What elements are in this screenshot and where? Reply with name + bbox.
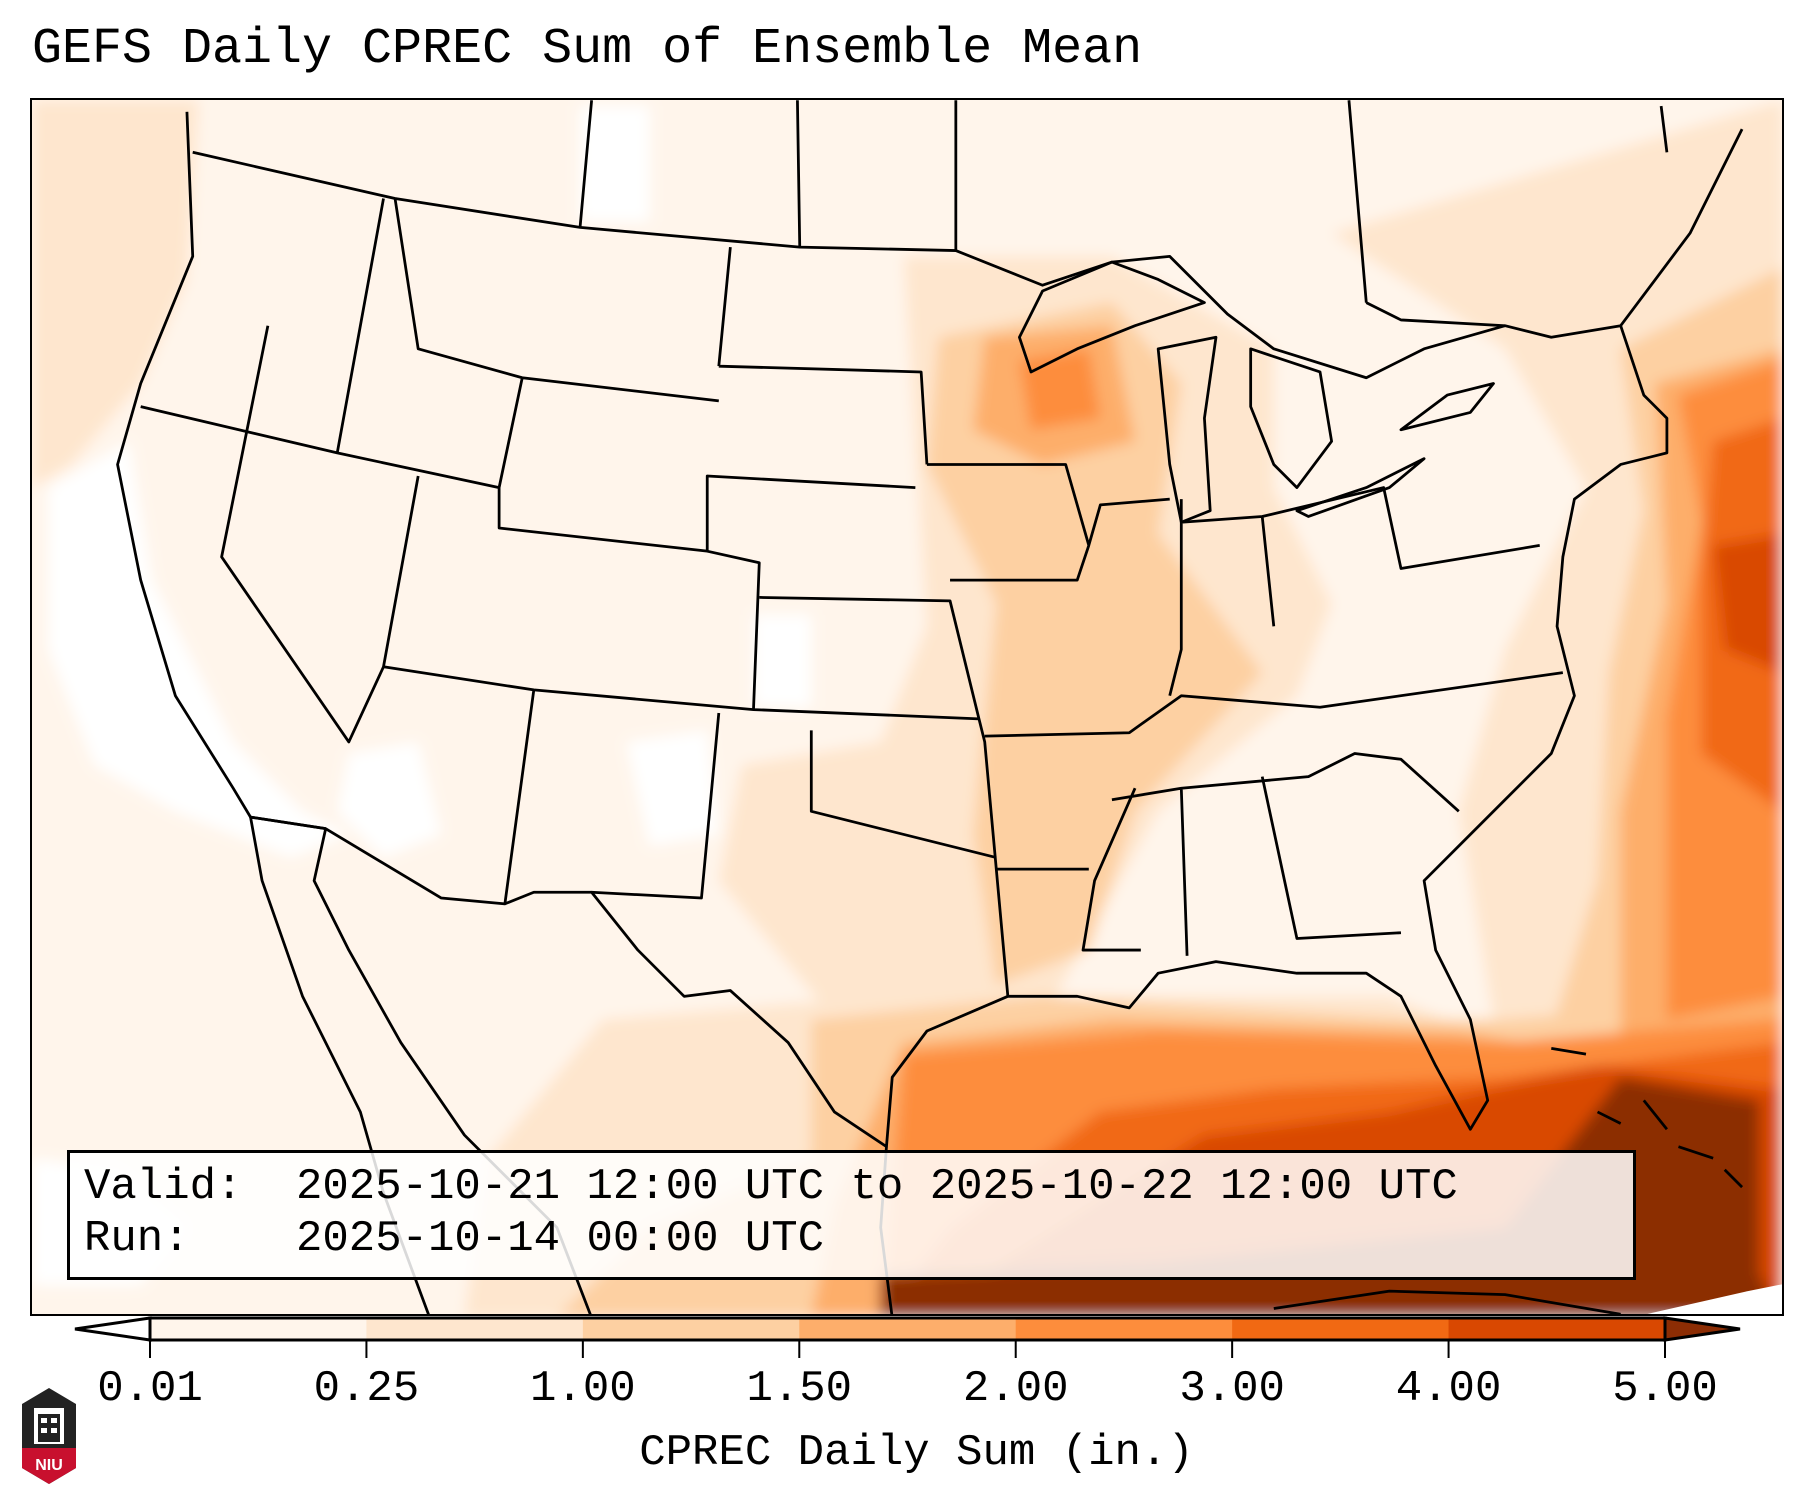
precip-field: [32, 100, 1782, 1314]
info-box: Valid: 2025-10-21 12:00 UTC to 2025-10-22…: [67, 1150, 1636, 1280]
precip-white-wy: [580, 106, 650, 222]
canada-internal: [578, 100, 1669, 328]
run-row: Run: 2025-10-14 00:00 UTC: [84, 1213, 1619, 1265]
mexico-border: [249, 815, 894, 1314]
precipitation-map: [30, 98, 1784, 1316]
colorbar-segment: [1015, 1318, 1233, 1340]
valid-value: 2025-10-21 12:00 UTC to 2025-10-22 12:00…: [296, 1162, 1458, 1212]
precip-white-ks: [753, 614, 812, 708]
precip-4-5-east: [1713, 533, 1782, 673]
colorbar-tick-label: 0.25: [313, 1364, 420, 1414]
run-value: 2025-10-14 00:00 UTC: [296, 1214, 825, 1264]
colorbar-label: CPREC Daily Sum (in.): [639, 1428, 1194, 1478]
colorbar-segment: [582, 1318, 800, 1340]
colorbar-segment: [1448, 1318, 1666, 1340]
state-lines-central: [759, 463, 1564, 997]
map-corner-blank: [1647, 1284, 1782, 1314]
colorbar-under-extension: [74, 1316, 152, 1342]
valid-label: Valid:: [84, 1162, 243, 1212]
precip-white-sw: [337, 741, 442, 858]
colorbar-over-extension: [1663, 1316, 1741, 1342]
colorbar-tick-label: 5.00: [1612, 1364, 1718, 1414]
precip-mod-midwest: [926, 302, 1263, 985]
colorbar-tick-label: 4.00: [1395, 1364, 1502, 1414]
colorbar-tick-label: 1.00: [530, 1364, 636, 1414]
colorbar-tick-label: 0.01: [97, 1364, 203, 1414]
chart-title: GEFS Daily CPREC Sum of Ensemble Mean: [32, 21, 1143, 78]
colorbar-segment: [799, 1318, 1017, 1340]
boundaries: [116, 100, 1744, 1314]
colorbar-tick-label: 3.00: [1179, 1364, 1285, 1414]
great-lakes: [1018, 260, 1495, 524]
precip-white-ca: [48, 441, 349, 858]
map-svg: [32, 100, 1782, 1314]
valid-row: Valid: 2025-10-21 12:00 UTC to 2025-10-22…: [84, 1161, 1619, 1213]
precip-2-3-wi: [1019, 348, 1101, 430]
run-label: Run:: [84, 1214, 190, 1264]
colorbar-outline: [148, 1316, 1667, 1342]
state-lines-west: [140, 198, 980, 905]
precip-light-pnw: [32, 100, 199, 488]
colorbar-segment: [1232, 1318, 1450, 1340]
colorbar: [74, 1316, 1741, 1358]
colorbar-segment: [150, 1318, 367, 1340]
colorbar-tick-label: 1.50: [746, 1364, 853, 1414]
islands-cuba-bahamas: [1273, 1046, 1744, 1314]
niu-logo: NIU: [22, 1388, 76, 1484]
canada-border: [192, 150, 1621, 380]
colorbar-segment: [366, 1318, 584, 1340]
logo-text: NIU: [35, 1457, 63, 1474]
colorbar-tick-label: 2.00: [962, 1364, 1069, 1414]
precip-white-nm: [626, 730, 719, 847]
